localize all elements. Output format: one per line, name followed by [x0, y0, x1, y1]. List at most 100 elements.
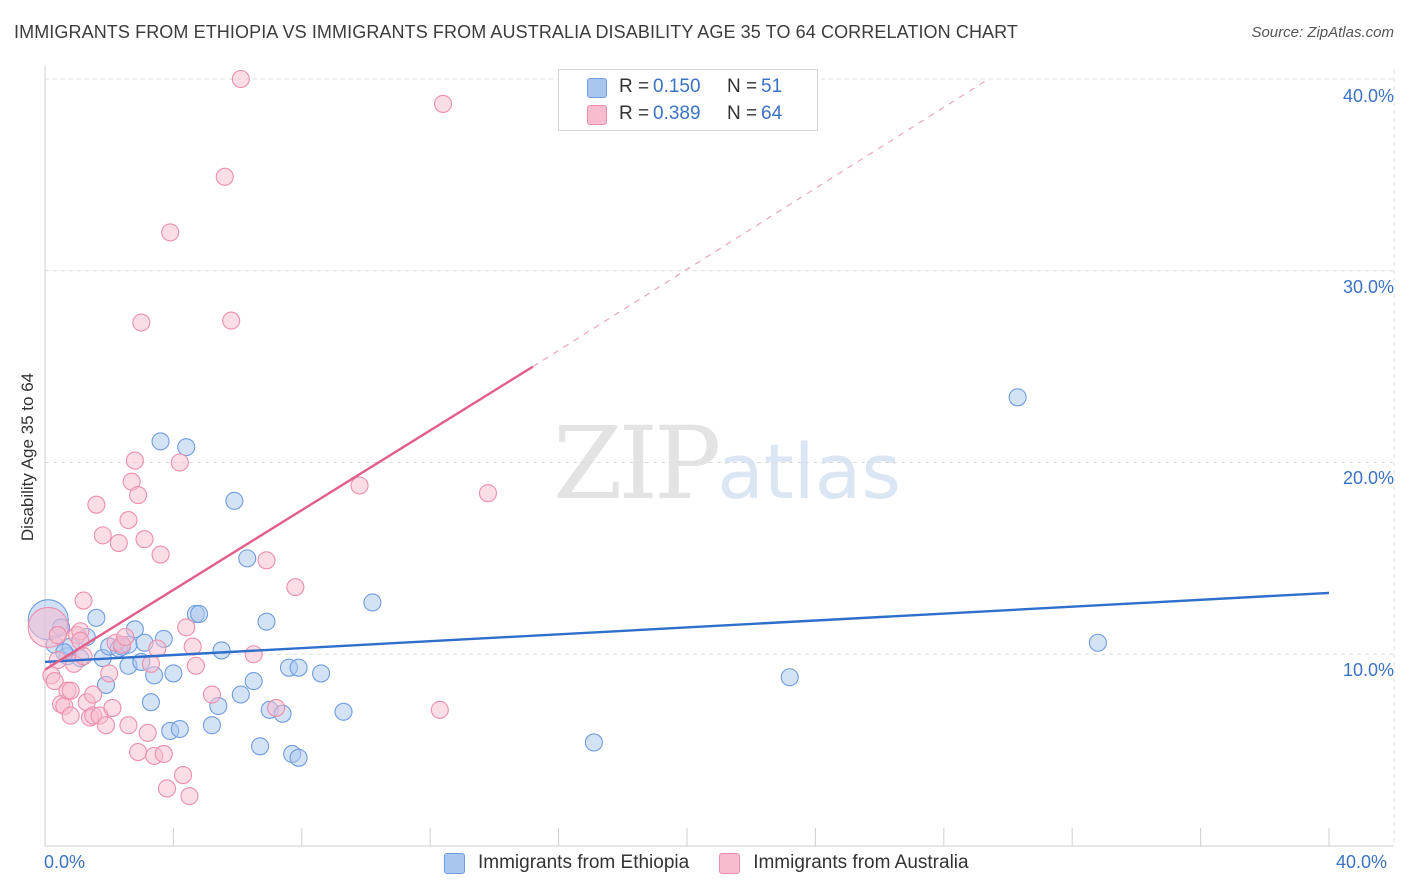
australia-point — [202, 685, 221, 704]
series-legend-swatch-ethiopia — [444, 852, 465, 874]
australia-point — [161, 223, 180, 242]
ethiopia-trend-line — [44, 591, 1330, 664]
chart-title: IMMIGRANTS FROM ETHIOPIA VS IMMIGRANTS F… — [14, 22, 1019, 42]
ethiopia-point — [584, 733, 603, 752]
australia-point — [433, 94, 453, 113]
australia-point — [129, 486, 148, 505]
australia-point — [93, 526, 112, 545]
australia-point — [61, 706, 80, 725]
ethiopia-point — [1008, 388, 1027, 407]
australia-point — [96, 716, 116, 735]
australia-point — [141, 654, 160, 673]
ethiopia-point — [231, 685, 250, 704]
australia-point — [186, 656, 205, 675]
series-australia-points — [27, 69, 498, 806]
australia-point — [84, 685, 103, 704]
axes — [44, 66, 1394, 847]
australia-point — [257, 551, 276, 570]
legend-n-label: N = — [727, 76, 758, 97]
australia-point — [48, 626, 67, 645]
australia-point — [170, 453, 189, 472]
ethiopia-point — [312, 664, 331, 683]
grid — [45, 70, 1395, 846]
legend-n-value: 51 — [761, 76, 783, 97]
legend-r-value: 0.389 — [653, 103, 701, 124]
watermark: ZIPatlas — [553, 405, 901, 522]
australia-point — [119, 510, 138, 530]
legend-n-label: N = — [727, 103, 758, 124]
australia-point — [119, 716, 138, 735]
trend-lines — [44, 78, 1330, 671]
legend-row-australia: R = 0.389 N = 64 — [587, 101, 835, 127]
australia-point — [350, 476, 369, 495]
series-legend-label: Immigrants from Ethiopia — [478, 852, 690, 873]
australia-point — [138, 723, 157, 742]
watermark-zip: ZIP — [553, 405, 721, 522]
ethiopia-point — [170, 719, 189, 739]
ethiopia-point — [190, 604, 209, 624]
ethiopia-point — [251, 737, 270, 756]
ethiopia-point — [202, 716, 221, 735]
legend-swatch-australia — [587, 105, 607, 125]
australia-point — [430, 700, 449, 719]
y-tick-label: 10.0% — [1342, 660, 1394, 680]
series-legend-item-australia: Immigrants from Australia — [719, 852, 969, 874]
ethiopia-point — [1088, 633, 1107, 652]
legend-r-label: R = — [619, 76, 650, 97]
ethiopia-point — [289, 658, 308, 677]
y-tick-label: 30.0% — [1342, 277, 1394, 297]
australia-point — [109, 533, 128, 553]
x-tick-label: 40.0% — [1336, 852, 1388, 872]
australia-point — [61, 681, 80, 700]
y-tick-label: 40.0% — [1342, 86, 1394, 106]
ethiopia-point — [87, 608, 106, 627]
legend-r-value: 0.150 — [653, 76, 701, 97]
legend-r-label: R = — [619, 103, 650, 124]
australia-point — [173, 766, 193, 785]
australia-point — [135, 530, 154, 549]
australia-point — [244, 645, 263, 664]
australia-point — [157, 779, 177, 798]
australia-point — [215, 167, 234, 186]
australia-point — [151, 545, 170, 564]
australia-point — [103, 698, 122, 717]
legend-row-ethiopia: R = 0.150 N = 51 — [587, 74, 835, 100]
australia-point — [87, 495, 106, 514]
ethiopia-point — [238, 549, 257, 568]
series-legend-swatch-australia — [719, 852, 741, 874]
ethiopia-point — [780, 668, 799, 687]
ethiopia-point — [363, 593, 382, 612]
ethiopia-point — [225, 491, 244, 510]
ethiopia-point — [177, 438, 196, 457]
australia-point — [132, 313, 151, 332]
australia-point — [154, 744, 173, 764]
ethiopia-point — [141, 693, 160, 712]
x-tick-label: 0.0% — [44, 852, 86, 872]
australia-point — [478, 484, 498, 503]
ethiopia-point — [164, 664, 183, 683]
correlation-legend: R = 0.150 N = 51 R = 0.389 N = 64 — [558, 69, 818, 131]
australia-point — [222, 311, 241, 330]
australia-point — [129, 742, 148, 762]
australia-point — [100, 664, 119, 683]
legend-n-value: 64 — [761, 103, 783, 124]
australia-point — [177, 618, 196, 637]
ethiopia-point — [212, 641, 231, 660]
legend-swatch-ethiopia — [587, 78, 607, 98]
australia-point — [180, 787, 199, 806]
australia-point — [231, 69, 250, 89]
australia-point — [45, 672, 64, 691]
y-tick-label: 20.0% — [1342, 468, 1394, 488]
australia-point — [286, 578, 305, 597]
series-legend-label: Immigrants from Australia — [753, 852, 969, 873]
ethiopia-point — [257, 612, 276, 631]
ethiopia-point — [151, 432, 170, 451]
source-label: Source: ZipAtlas.com — [1251, 24, 1394, 41]
australia-trend-line — [44, 365, 534, 671]
australia-point — [116, 627, 135, 647]
ethiopia-point — [289, 748, 308, 767]
australia-point — [267, 698, 286, 717]
series-legend: Immigrants from Ethiopia Immigrants from… — [444, 852, 999, 874]
series-legend-item-ethiopia: Immigrants from Ethiopia — [444, 852, 689, 874]
